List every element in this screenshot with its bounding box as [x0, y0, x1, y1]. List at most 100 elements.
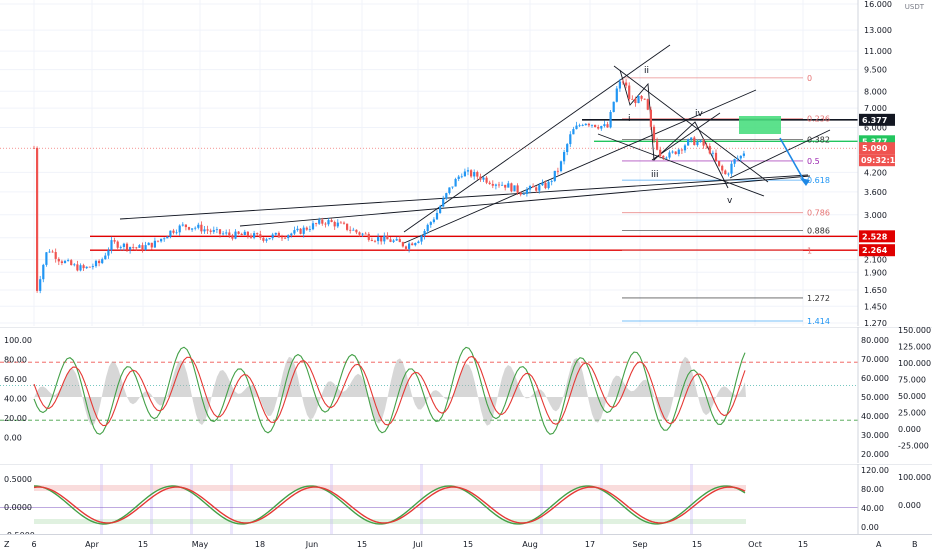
candle-body: [504, 184, 507, 188]
candle-body: [590, 124, 594, 126]
trend-line: [403, 44, 671, 233]
candle-body: [665, 157, 668, 159]
oscillator-2-pane[interactable]: 0.50000.0000-0.5000120.0080.0040.000.001…: [0, 463, 932, 540]
fib-level-label: 1: [807, 246, 812, 255]
candle-body: [442, 198, 445, 207]
osc2-right-tick-a: 0.00: [861, 523, 879, 532]
osc1-red-line: [33, 355, 746, 427]
candle-body: [318, 219, 321, 224]
candle-body: [321, 219, 324, 224]
osc2-highlight-bar: [230, 464, 233, 534]
osc1-right-tick-a: 40.000: [861, 412, 889, 421]
candle-body: [538, 185, 541, 191]
candle-body: [643, 98, 646, 100]
osc1-left-tick: 40.00: [4, 395, 27, 404]
candle-body: [671, 151, 674, 153]
time-tick-label: Sep: [632, 540, 647, 549]
price-tag: [859, 113, 895, 126]
candle-body: [625, 82, 628, 86]
osc1-left-tick: 100.00: [4, 336, 32, 345]
time-axis[interactable]: Z 6 Apr 15 May 18 Jun 15 Jul 15 Aug 17 Sep 15 Oct 15 A…: [0, 534, 932, 551]
candle-body: [454, 178, 457, 187]
candle-body: [32, 147, 36, 149]
candle-body: [460, 176, 463, 178]
candle-body: [739, 155, 742, 159]
time-tick-label: Aug: [522, 540, 538, 549]
oscillator-1-pane[interactable]: 100.00 80.00 60.00 40.00 20.00 0.00 80.000 70.0…: [0, 326, 932, 463]
time-tick-label: 15: [357, 540, 367, 549]
fib-level-label: 0.5: [807, 157, 820, 166]
candle-body: [631, 98, 634, 100]
candle-body: [110, 240, 113, 251]
candle-body: [659, 149, 662, 156]
oscillator-1-chart[interactable]: 100.00 80.00 60.00 40.00 20.00 0.00 80.000 70.0…: [0, 326, 932, 463]
price-tag: [859, 230, 895, 243]
candle-body: [268, 238, 271, 240]
osc2-right-tick-a: 120.00: [861, 466, 889, 475]
trend-line: [239, 175, 811, 227]
wave-label-i: i: [628, 114, 631, 124]
candle-body: [727, 173, 730, 175]
candle-body: [535, 187, 538, 191]
candle-body: [299, 228, 302, 234]
fib-level-label: 0: [807, 74, 812, 83]
candle-body: [733, 159, 736, 164]
candle-body: [70, 260, 73, 266]
candle-body: [609, 111, 612, 128]
candle-body: [373, 240, 377, 242]
candle-body: [634, 99, 637, 104]
candle-body: [439, 206, 442, 213]
candle-body: [135, 247, 138, 249]
candle-body: [271, 234, 274, 239]
price-pane[interactable]: 0 0.236 0.382 0.5 0.618 0.786 0.886 1 1.272 1.414…: [0, 0, 932, 328]
time-tick-label: 15: [463, 540, 473, 549]
candle-body: [637, 96, 640, 104]
candle-body: [311, 223, 315, 230]
footer-right-b[interactable]: B: [912, 540, 918, 549]
candle-body: [42, 264, 45, 280]
candle-body: [231, 235, 234, 239]
countdown-tag: [859, 154, 895, 167]
candle-body: [243, 231, 246, 236]
candle-body: [677, 149, 680, 155]
candle-body: [389, 239, 392, 242]
price-chart[interactable]: 0 0.236 0.382 0.5 0.618 0.786 0.886 1 1.272 1.414…: [0, 0, 932, 328]
candle-body: [67, 260, 70, 261]
candle-body: [172, 230, 175, 233]
candle-body: [662, 155, 665, 158]
candle-body: [618, 81, 621, 89]
candle-body: [150, 242, 153, 248]
time-tick-label: 15: [138, 540, 148, 549]
candle-body: [342, 222, 346, 224]
time-tick-label: May: [192, 540, 209, 549]
osc1-right-tick-b: 50.000: [898, 392, 926, 401]
osc1-right-tick-b: 75.000: [898, 376, 926, 385]
time-tick-label: 6: [31, 540, 36, 549]
candle-body: [349, 229, 352, 231]
candle-body: [228, 232, 231, 236]
osc1-right-tick-a: 30.000: [861, 431, 889, 440]
osc1-right-tick-a: 80.000: [861, 336, 889, 345]
oscillator-2-chart[interactable]: 0.50000.0000-0.5000120.0080.0040.000.001…: [0, 463, 932, 540]
candle-body: [470, 170, 473, 177]
candle-body: [457, 176, 460, 179]
price-tick-label: 11.000: [864, 47, 892, 56]
fib-level-label: 0.618: [807, 176, 830, 185]
candle-body: [532, 185, 535, 188]
footer-right-a[interactable]: A: [876, 540, 882, 549]
candle-body: [528, 185, 532, 190]
candle-body: [497, 184, 501, 186]
candle-body: [522, 193, 525, 195]
osc2-right-tick-a: 40.00: [861, 504, 884, 513]
price-tick-label: 1.900: [864, 268, 887, 277]
candle-body: [414, 243, 417, 246]
fib-level-label: 1.414: [807, 317, 830, 326]
candle-body: [253, 233, 256, 238]
candle-body: [184, 224, 187, 228]
price-tag-label: 5.377: [862, 137, 887, 146]
candle-body: [485, 177, 488, 183]
fib-level-label: 0.382: [807, 136, 830, 145]
candle-body: [54, 252, 57, 259]
candle-body: [367, 233, 370, 240]
candle-body: [364, 233, 367, 235]
